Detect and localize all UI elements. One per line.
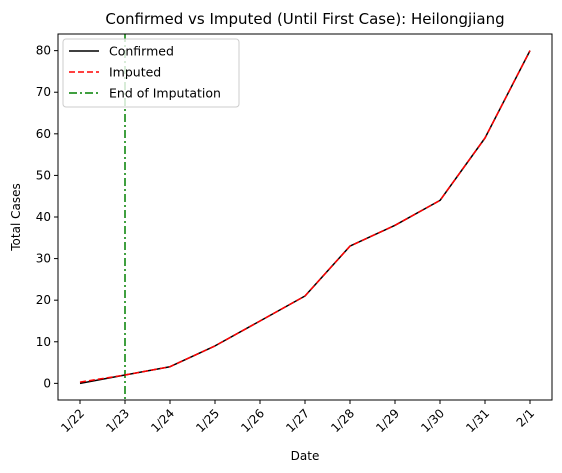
y-tick-label: 20	[36, 293, 51, 307]
y-tick-label: 70	[36, 85, 51, 99]
y-tick-label: 10	[36, 335, 51, 349]
y-tick-label: 0	[43, 376, 51, 390]
y-tick-label: 50	[36, 168, 51, 182]
legend-label: End of Imputation	[109, 86, 221, 101]
y-tick-label: 60	[36, 127, 51, 141]
chart-title: Confirmed vs Imputed (Until First Case):…	[105, 10, 504, 28]
y-tick-label: 30	[36, 252, 51, 266]
y-tick-label: 40	[36, 210, 51, 224]
y-axis-label: Total Cases	[9, 183, 23, 251]
x-axis-label: Date	[291, 449, 320, 463]
legend-label: Imputed	[109, 65, 161, 80]
legend: Confirmed Imputed End of Imputation	[63, 39, 239, 107]
y-tick-label: 80	[36, 44, 51, 58]
legend-label: Confirmed	[109, 44, 174, 59]
